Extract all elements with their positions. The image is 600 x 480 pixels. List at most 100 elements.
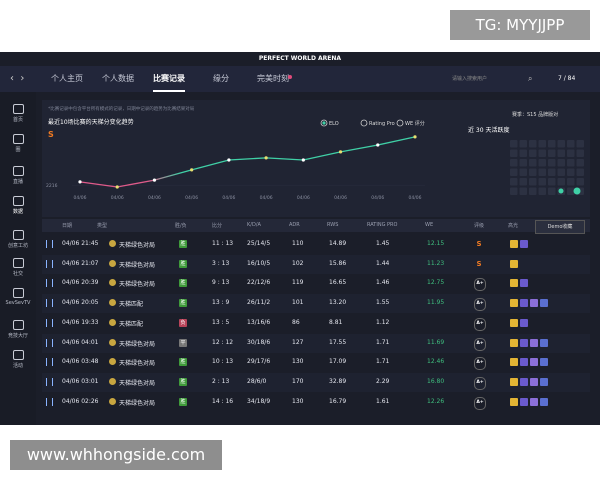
activity-cell bbox=[519, 178, 527, 186]
rating: 2.29 bbox=[376, 377, 390, 385]
activity-cell bbox=[567, 140, 575, 148]
search-icon[interactable]: ⌕ bbox=[528, 74, 533, 83]
adr: 130 bbox=[292, 358, 304, 366]
sidebar-item[interactable]: 数据 bbox=[0, 196, 36, 215]
rating: 1.12 bbox=[376, 318, 390, 326]
date: 04/06 02:26 bbox=[62, 397, 99, 405]
legend-radio-dot bbox=[322, 121, 326, 125]
activity-cell bbox=[510, 159, 518, 167]
tab[interactable]: 完美时刻 bbox=[257, 74, 289, 83]
x-tick-label: 04/06 bbox=[371, 195, 384, 201]
row-marker bbox=[46, 279, 53, 288]
type-icon bbox=[109, 299, 116, 307]
activity-cell bbox=[557, 168, 565, 176]
activity-cell bbox=[567, 168, 575, 176]
date: 04/06 20:05 bbox=[62, 299, 99, 307]
sidebar-item[interactable]: 首页 bbox=[0, 104, 36, 123]
date: 04/06 03:01 bbox=[62, 377, 99, 385]
legend-label: Rating Pro bbox=[369, 121, 395, 127]
x-tick-label: 04/06 bbox=[111, 195, 124, 201]
app-window: PERFECT WORLD ARENA ‹ › 个人主页 个人数据 比赛记录 缘… bbox=[0, 52, 600, 425]
back-forward[interactable]: ‹ › bbox=[10, 73, 25, 84]
search-input[interactable]: 请输入搜索用户 bbox=[452, 76, 488, 82]
sidebar-item[interactable]: 创意工坊 bbox=[0, 230, 36, 249]
sidebar-item[interactable]: 竞技大厅 bbox=[0, 320, 36, 339]
type: 天梯匹配 bbox=[119, 301, 144, 309]
grade: A+ bbox=[474, 278, 486, 292]
match-row[interactable]: 04/06 20:39 天梯绿色对局 胜 9 : 13 22/12/6 119 16.65 1… bbox=[42, 274, 590, 294]
adr: 110 bbox=[292, 240, 304, 247]
score: 10 : 13 bbox=[212, 358, 234, 366]
row-marker bbox=[46, 299, 53, 308]
highlight-badge bbox=[540, 397, 548, 406]
match-row[interactable]: 04/06 02:26 天梯绿色对局 胜 14 : 16 34/18/9 130 16.79… bbox=[42, 392, 590, 412]
activity-active bbox=[573, 187, 581, 195]
rating: 1.55 bbox=[376, 299, 390, 307]
activity-cell bbox=[567, 159, 575, 167]
grade: A+ bbox=[474, 357, 486, 371]
type-icon bbox=[109, 259, 116, 267]
grade: S bbox=[476, 259, 482, 268]
type: 天梯绿色对局 bbox=[119, 399, 156, 407]
rws: 16.79 bbox=[329, 397, 347, 405]
date: 04/06 21:45 bbox=[62, 240, 99, 247]
tab[interactable]: 个人数据 bbox=[102, 74, 134, 83]
x-tick-label: 04/06 bbox=[74, 195, 87, 201]
sidebar-icon bbox=[12, 288, 24, 298]
season-select[interactable]: 赛季：S15 品牌版对 bbox=[512, 111, 558, 118]
type-icon bbox=[109, 318, 116, 326]
activity-cell bbox=[548, 140, 556, 148]
date: 04/06 20:39 bbox=[62, 279, 99, 287]
rank-icon: S bbox=[48, 130, 54, 139]
match-row[interactable]: 04/06 20:05 天梯匹配 胜 13 : 9 26/11/2 101 13.20 1.5… bbox=[42, 294, 590, 314]
row-marker bbox=[46, 358, 53, 367]
highlight-badge bbox=[510, 299, 518, 308]
sidebar-icon bbox=[12, 134, 24, 144]
sidebar-label: 竞技大厅 bbox=[7, 333, 28, 339]
column-header: 比分 bbox=[212, 223, 223, 229]
match-row[interactable]: 04/06 21:45 天梯绿色对局 胜 11 : 13 25/14/5 110 14.89… bbox=[42, 235, 590, 254]
match-row[interactable]: 04/06 03:01 天梯绿色对局 胜 2 : 13 28/6/0 170 32.89 2.… bbox=[42, 372, 590, 392]
rws: 8.81 bbox=[329, 318, 343, 326]
row-marker bbox=[46, 240, 53, 248]
match-row[interactable]: 04/06 21:07 天梯绿色对局 胜 3 : 13 16/10/5 102 15.86 1… bbox=[42, 254, 590, 274]
sidebar-label: 创意工坊 bbox=[7, 243, 28, 249]
match-row[interactable]: 04/06 19:33 天梯匹配 负 13 : 5 13/16/6 86 8.81 1.12 A… bbox=[42, 313, 590, 333]
highlight-badge bbox=[510, 279, 518, 288]
tab[interactable]: 缘分 bbox=[213, 74, 229, 83]
match-row[interactable]: 04/06 04:01 天梯绿色对局 平 12 : 12 30/18/6 127 17.55… bbox=[42, 333, 590, 353]
highlight-badge bbox=[520, 240, 528, 248]
adr: 101 bbox=[292, 299, 304, 307]
grade: S bbox=[476, 240, 482, 248]
sidebar-item[interactable]: 社交 bbox=[0, 258, 36, 277]
rws: 32.89 bbox=[329, 377, 347, 385]
kda: 30/18/6 bbox=[247, 338, 271, 346]
sidebar-item[interactable]: 直播 bbox=[0, 166, 36, 185]
we: 12.15 bbox=[427, 240, 445, 247]
trend-note: *比赛记录中包含平台所有模式的记录，日期中记录的趋势为比赛结果对局 bbox=[48, 105, 195, 112]
activity-cell bbox=[576, 159, 584, 167]
activity-active bbox=[558, 188, 564, 194]
match-row[interactable]: 04/06 03:48 天梯绿色对局 胜 10 : 13 29/17/6 130 17.09… bbox=[42, 353, 590, 373]
elo-point bbox=[190, 168, 194, 172]
rating: 1.45 bbox=[376, 240, 390, 247]
sidebar-item[interactable]: 活动 bbox=[0, 350, 36, 369]
rating: 1.46 bbox=[376, 279, 390, 287]
kda: 25/14/5 bbox=[247, 240, 271, 247]
highlight-badge bbox=[520, 299, 528, 308]
activity-cell bbox=[548, 159, 556, 167]
row-marker bbox=[46, 397, 53, 406]
tab[interactable]: 个人主页 bbox=[51, 74, 83, 83]
rws: 14.89 bbox=[329, 240, 347, 247]
grade: A+ bbox=[474, 396, 486, 410]
sidebar-item[interactable]: SevSevTV bbox=[0, 288, 36, 306]
x-tick-label: 04/06 bbox=[222, 195, 235, 201]
we: 11.23 bbox=[427, 259, 445, 267]
rws: 13.20 bbox=[329, 299, 347, 307]
kda: 34/18/9 bbox=[247, 397, 271, 405]
tab[interactable]: 比赛记录 bbox=[153, 66, 185, 92]
tooltip: Demo收藏 bbox=[535, 220, 585, 234]
type-icon bbox=[109, 279, 116, 287]
row-marker bbox=[46, 338, 53, 347]
sidebar-item[interactable]: 圈 bbox=[0, 134, 36, 153]
